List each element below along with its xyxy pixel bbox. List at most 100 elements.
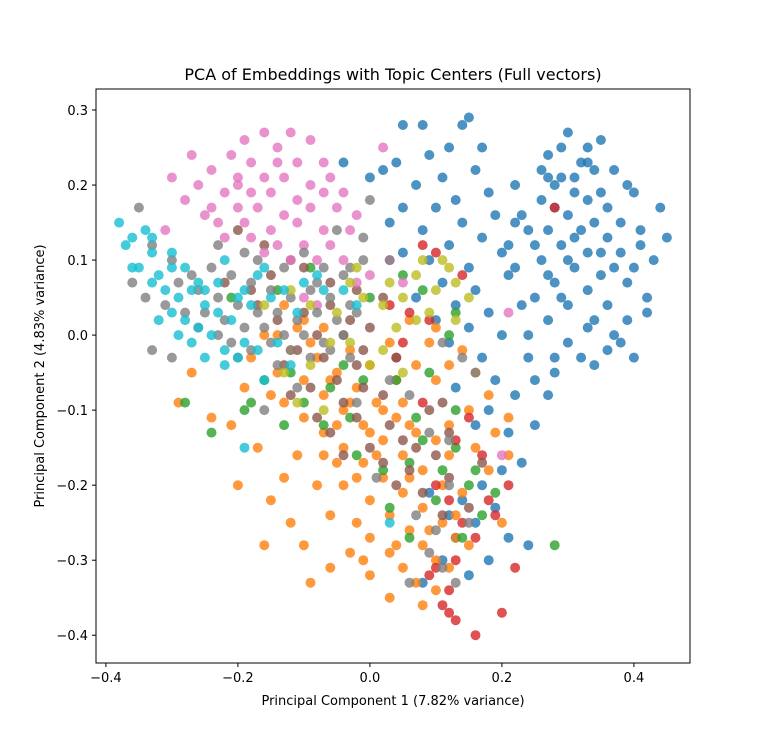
scatter-point-s1-0 <box>279 300 290 311</box>
scatter-point-s0-44 <box>648 255 659 266</box>
scatter-point-s6-20 <box>331 315 342 326</box>
scatter-point-s0-16 <box>556 240 567 251</box>
scatter-point-s0-104 <box>470 420 481 431</box>
scatter-point-s1-17 <box>391 412 402 423</box>
scatter-point-s2-27 <box>351 450 362 461</box>
scatter-point-s4-43 <box>404 465 415 476</box>
scatter-point-s5-8 <box>206 165 217 175</box>
scatter-point-s1-78 <box>285 517 296 528</box>
scatter-point-s0-91 <box>483 307 494 318</box>
scatter-point-s0-32 <box>622 315 633 326</box>
scatter-point-s0-2 <box>543 150 554 160</box>
scatter-point-s2-21 <box>463 480 474 491</box>
scatter-point-s5-16 <box>246 187 257 198</box>
scatter-point-s2-37 <box>470 465 481 476</box>
scatter-point-s0-105 <box>543 390 554 401</box>
scatter-point-s3-7 <box>477 450 488 461</box>
scatter-point-s7-17 <box>305 360 316 371</box>
scatter-point-s7-18 <box>325 337 336 348</box>
scatter-point-s0-110 <box>490 502 501 513</box>
scatter-point-s8-2 <box>140 225 151 236</box>
scatter-point-s6-72 <box>371 472 382 483</box>
scatter-point-s3-29 <box>463 412 474 423</box>
scatter-point-s0-107 <box>496 465 507 476</box>
x-tick-label: 0.4 <box>624 671 645 686</box>
scatter-point-s6-58 <box>364 195 375 205</box>
scatter-point-s5-56 <box>503 307 514 318</box>
scatter-point-s7-10 <box>358 292 369 303</box>
scatter-point-s8-25 <box>246 300 257 311</box>
scatter-point-s0-93 <box>463 322 474 333</box>
scatter-point-s4-14 <box>285 390 296 401</box>
scatter-point-s6-22 <box>199 307 210 318</box>
scatter-point-s5-41 <box>285 255 296 266</box>
scatter-point-s5-35 <box>219 232 230 243</box>
scatter-point-s7-5 <box>411 315 422 326</box>
scatter-point-s8-44 <box>338 285 349 296</box>
scatter-point-s8-45 <box>199 285 210 296</box>
scatter-point-s6-61 <box>457 352 468 363</box>
scatter-point-s0-37 <box>589 360 600 371</box>
scatter-point-s0-76 <box>490 210 501 221</box>
scatter-point-s3-14 <box>470 532 481 543</box>
scatter-point-s0-45 <box>503 240 514 251</box>
scatter-point-s1-31 <box>397 487 408 498</box>
scatter-point-s0-18 <box>615 247 626 258</box>
scatter-point-s2-25 <box>457 532 468 543</box>
scatter-point-s7-9 <box>345 277 356 288</box>
scatter-point-s6-47 <box>279 262 290 273</box>
scatter-point-s5-15 <box>219 187 230 198</box>
scatter-point-s7-20 <box>364 360 375 371</box>
scatter-point-s0-88 <box>470 285 481 296</box>
scatter-point-s1-32 <box>364 495 375 506</box>
scatter-point-s5-20 <box>338 187 349 198</box>
scatter-point-s1-106 <box>378 405 389 416</box>
scatter-point-s8-29 <box>147 232 158 243</box>
scatter-point-s1-76 <box>483 465 494 476</box>
scatter-point-s0-41 <box>628 187 639 198</box>
scatter-point-s2-19 <box>450 442 461 453</box>
scatter-point-s3-28 <box>417 397 428 408</box>
scatter-point-s7-27 <box>351 262 362 273</box>
scatter-point-s8-18 <box>213 307 224 318</box>
scatter-point-s7-3 <box>450 277 461 288</box>
scatter-point-s0-86 <box>503 270 514 281</box>
scatter-point-s0-78 <box>457 217 468 228</box>
scatter-point-s6-49 <box>318 262 329 273</box>
scatter-point-s0-74 <box>397 202 408 213</box>
scatter-point-s5-34 <box>345 225 356 236</box>
scatter-point-s0-20 <box>569 262 580 273</box>
scatter-point-s8-51 <box>285 360 296 371</box>
scatter-point-s0-66 <box>424 150 435 160</box>
scatter-point-s4-15 <box>312 412 323 423</box>
scatter-point-s5-42 <box>312 255 323 266</box>
scatter-point-s0-101 <box>483 405 494 416</box>
scatter-point-s0-75 <box>430 202 441 213</box>
scatter-point-s7-11 <box>378 300 389 311</box>
scatter-point-s1-45 <box>397 562 408 573</box>
scatter-point-s5-48 <box>318 157 329 168</box>
scatter-point-s2-31 <box>180 397 191 408</box>
scatter-point-s0-7 <box>582 195 593 205</box>
scatter-point-s4-18 <box>325 427 336 438</box>
scatter-point-s8-3 <box>120 240 131 251</box>
scatter-point-s0-47 <box>516 300 527 311</box>
scatter-point-s6-1 <box>147 240 158 251</box>
scatter-point-s1-2 <box>259 330 270 341</box>
scatter-point-s7-0 <box>397 292 408 303</box>
scatter-point-s5-22 <box>206 202 217 213</box>
scatter-point-s8-10 <box>173 292 184 303</box>
scatter-point-s0-128 <box>615 337 626 348</box>
scatter-point-s6-60 <box>437 337 448 348</box>
scatter-point-s0-43 <box>635 225 646 236</box>
scatter-point-s6-6 <box>246 277 257 288</box>
scatter-point-s8-37 <box>312 270 323 281</box>
scatter-point-s0-34 <box>562 337 573 348</box>
scatter-point-s0-35 <box>602 345 613 356</box>
scatter-point-s1-5 <box>246 352 257 363</box>
scatter-point-s4-35 <box>298 262 309 273</box>
scatter-point-s5-32 <box>292 217 303 228</box>
scatter-point-s5-1 <box>259 127 270 138</box>
scatter-point-s0-48 <box>615 217 626 228</box>
scatter-point-s3-27 <box>397 337 408 348</box>
